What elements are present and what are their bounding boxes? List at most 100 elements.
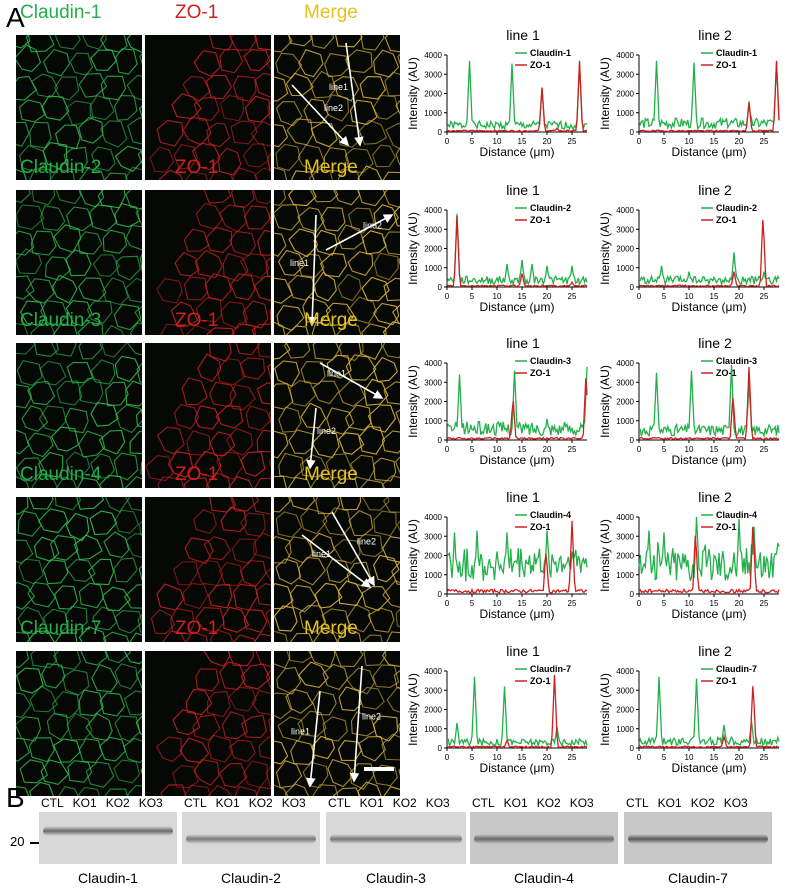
x-tick-label: 10 [685, 137, 694, 146]
cell-junction [350, 711, 376, 737]
cell-junction [222, 252, 249, 282]
cell-junction [135, 667, 142, 689]
x-tick-label: 25 [760, 599, 769, 608]
cell-junction [274, 475, 287, 488]
cell-junction [124, 476, 142, 488]
cell-junction [170, 301, 199, 328]
cell-junction [113, 452, 139, 481]
x-tick-label: 10 [685, 753, 694, 762]
cell-junction [326, 407, 355, 435]
claudin-label: Claudin-1 [20, 2, 102, 23]
cell-junction [312, 784, 339, 796]
cell-junction [16, 204, 45, 230]
claudin-label: Claudin-3 [20, 310, 102, 331]
micrograph-merge-row2: line1 line2 [274, 190, 400, 335]
x-tick-label: 15 [710, 445, 719, 454]
cell-junction [289, 584, 318, 613]
cell-junction [195, 668, 220, 692]
micrograph-zo1-row2 [145, 190, 271, 335]
cell-junction [16, 248, 43, 275]
cell-junction [336, 322, 362, 335]
cell-junction [346, 603, 372, 633]
cell-junction [69, 52, 93, 76]
cell-junction [299, 454, 327, 478]
cell-junction [138, 105, 142, 119]
cell-junction [103, 324, 124, 335]
lane-label: KO2 [536, 796, 561, 810]
cell-junction [114, 355, 141, 383]
cell-junction [284, 783, 310, 796]
cell-junction [302, 296, 332, 324]
cell-junction [183, 477, 210, 488]
cell-junction [289, 497, 316, 511]
x-tick-label: 10 [493, 292, 502, 301]
cell-junction [230, 497, 260, 512]
chart-title: line 1 [506, 646, 540, 659]
y-tick-label: 1000 [616, 571, 634, 580]
cell-junction [78, 377, 104, 405]
x-axis-label: Distance (μm) [480, 453, 555, 467]
cell-junction [245, 405, 271, 431]
y-tick-label: 1000 [616, 725, 634, 734]
cell-junction [274, 360, 300, 387]
cell-junction [105, 381, 129, 407]
cell-junction [77, 430, 106, 458]
blot-protein-name: Claudin-1 [78, 870, 138, 886]
cell-junction [139, 53, 142, 65]
cell-junction [50, 426, 80, 452]
cell-junction [156, 277, 183, 304]
cell-junction [126, 74, 142, 101]
cell-junction [338, 343, 364, 362]
y-tick-label: 0 [630, 436, 635, 445]
y-tick-label: 2000 [616, 245, 634, 254]
cell-junction [395, 146, 400, 166]
cell-junction [113, 759, 141, 784]
cell-junction [299, 508, 328, 535]
cell-junction [40, 205, 66, 231]
cell-junction [274, 430, 289, 459]
y-tick-label: 1000 [424, 264, 442, 273]
cell-junction [274, 582, 294, 610]
y-tick-label: 2000 [424, 245, 442, 254]
cell-junction [274, 166, 288, 180]
cell-junction [126, 343, 142, 356]
profile-line-arrow [349, 665, 363, 783]
cell-junction [367, 607, 395, 633]
cell-junction [311, 321, 336, 335]
lane-label: KO3 [425, 796, 450, 810]
cell-junction [19, 759, 49, 784]
y-axis-label: Intensity (AU) [598, 519, 612, 592]
lane-labels: CTL KO1 KO2 KO3 [472, 796, 603, 810]
cell-junction [16, 631, 32, 642]
cell-junction [125, 380, 142, 407]
cell-junction [123, 690, 142, 716]
western-blot-strip [470, 812, 618, 864]
cell-junction [265, 52, 271, 71]
cell-junction [91, 664, 119, 693]
cell-junction [182, 75, 211, 102]
lane-label: KO1 [657, 796, 682, 810]
legend-label: Claudin-7 [716, 664, 757, 674]
cell-junction [274, 651, 291, 669]
cell-junction [49, 535, 79, 561]
cell-junction [383, 277, 400, 302]
cell-junction [28, 737, 55, 763]
intensity-profile-chart: line 1 0 1000 2000 3000 4000 0 5 10 15 20 25 Distanc… [406, 185, 588, 314]
cell-junction [16, 44, 42, 73]
cell-junction [298, 49, 324, 78]
x-tick-label: 20 [735, 137, 744, 146]
cell-junction [322, 663, 349, 691]
cell-junction [193, 758, 220, 786]
cell-junction [156, 426, 185, 455]
cell-junction [42, 608, 69, 636]
cell-junction [31, 474, 59, 488]
cell-junction [283, 343, 311, 359]
cell-junction [356, 533, 383, 558]
cell-junction [358, 119, 388, 145]
cell-network-image [16, 651, 142, 796]
cell-junction [101, 343, 128, 358]
cell-junction [251, 689, 271, 716]
y-tick-label: 2000 [616, 90, 634, 99]
y-tick-label: 4000 [424, 359, 442, 368]
cell-junction [40, 759, 70, 785]
